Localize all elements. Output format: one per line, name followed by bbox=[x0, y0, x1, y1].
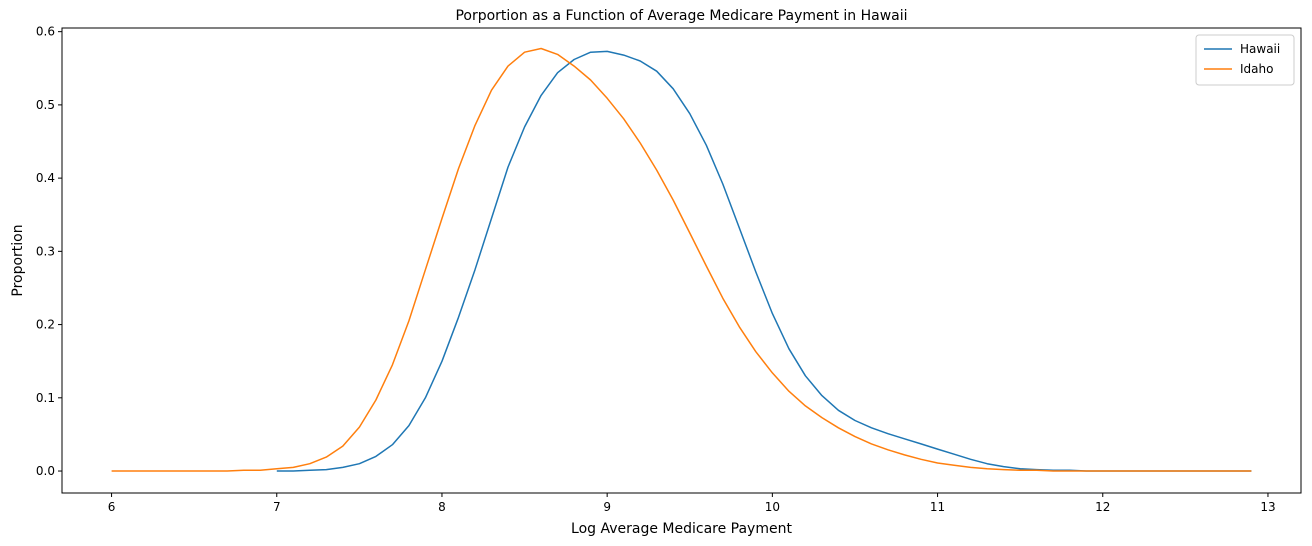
x-tick-label: 6 bbox=[108, 500, 116, 514]
y-tick-label: 0.4 bbox=[36, 171, 55, 185]
ticks-layer: 6 7 8 9 10 11 12 13 0.0 0.1 0.2 0.3 0.4 0.5 0.6 bbox=[36, 25, 1276, 514]
legend-label-hawaii: Hawaii bbox=[1240, 42, 1280, 56]
series-line-idaho bbox=[111, 47, 1252, 472]
x-tick-label: 11 bbox=[930, 500, 945, 514]
y-tick-label: 0.1 bbox=[36, 391, 55, 405]
series-line-hawaii bbox=[276, 50, 1252, 472]
x-tick-label: 13 bbox=[1260, 500, 1275, 514]
x-axis-label: Log Average Medicare Payment bbox=[571, 521, 792, 537]
y-axis-label: Proportion bbox=[10, 224, 26, 296]
series-layer bbox=[111, 47, 1252, 472]
x-tick-label: 8 bbox=[438, 500, 446, 514]
x-tick-label: 7 bbox=[273, 500, 281, 514]
legend-box bbox=[1195, 34, 1295, 86]
x-tick-label: 9 bbox=[603, 500, 611, 514]
y-tick-label: 0.6 bbox=[36, 25, 55, 39]
legend-label-idaho: Idaho bbox=[1240, 62, 1273, 76]
legend: Hawaii Idaho bbox=[1195, 34, 1295, 86]
chart-title: Porportion as a Function of Average Medi… bbox=[455, 8, 907, 24]
y-tick-label: 0.3 bbox=[36, 244, 55, 258]
y-tick-label: 0.0 bbox=[36, 464, 55, 478]
plot-frame bbox=[61, 27, 1302, 494]
x-tick-label: 12 bbox=[1095, 500, 1110, 514]
y-tick-label: 0.5 bbox=[36, 98, 55, 112]
y-tick-label: 0.2 bbox=[36, 318, 55, 332]
x-tick-label: 10 bbox=[765, 500, 780, 514]
